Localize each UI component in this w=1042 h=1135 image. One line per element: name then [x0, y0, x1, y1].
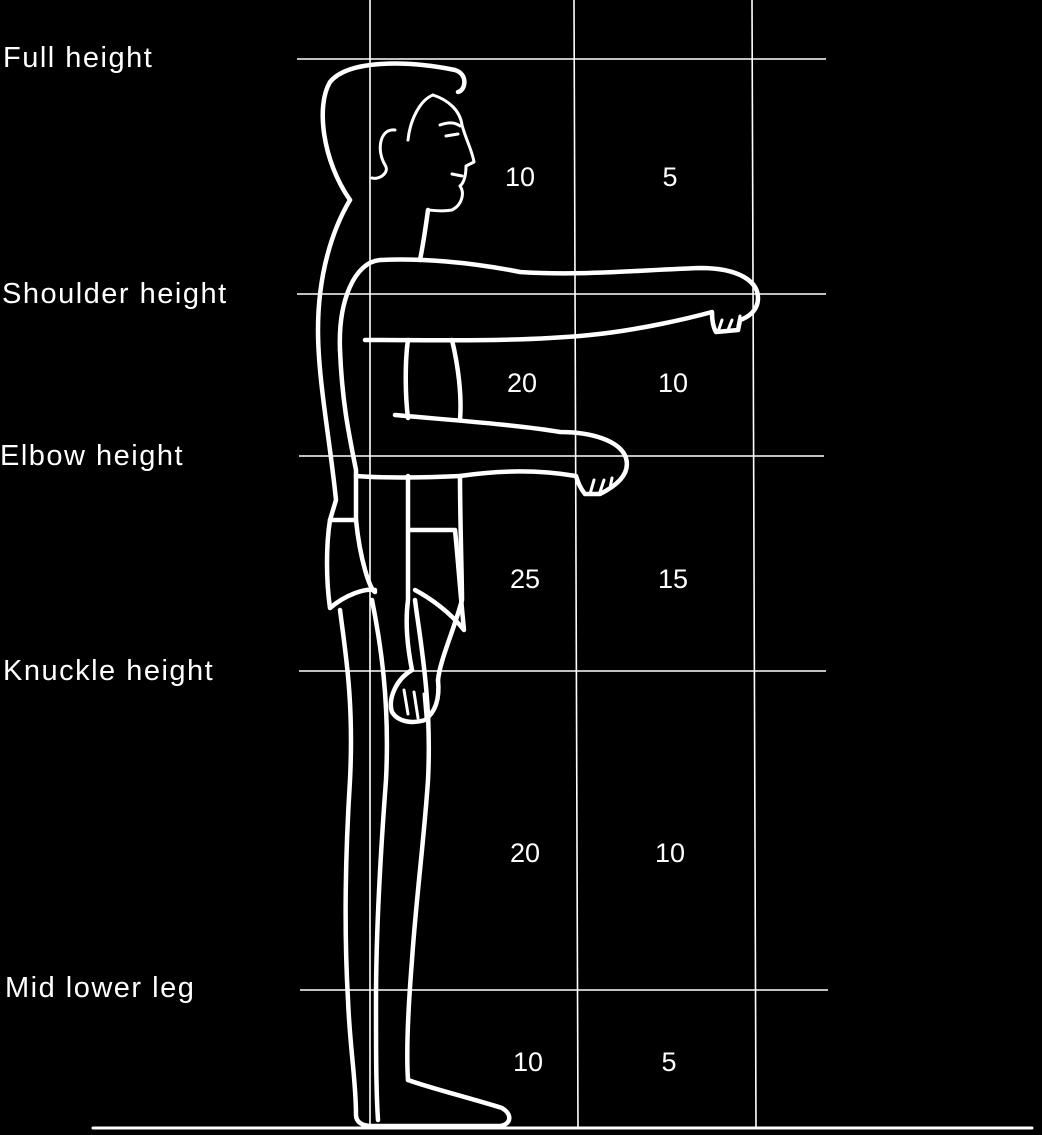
label-full-height: Full height — [3, 42, 153, 74]
label-shoulder-height: Shoulder height — [2, 278, 228, 310]
seg4-col2: 10 — [655, 838, 685, 868]
seg5-col1: 10 — [513, 1047, 543, 1077]
label-elbow-height: Elbow height — [0, 440, 184, 472]
segment-values: 10 5 20 10 25 15 20 10 10 5 — [505, 162, 688, 1077]
label-knuckle-height: Knuckle height — [3, 655, 214, 687]
level-lines — [91, 58, 1034, 1130]
seg1-col1: 10 — [505, 162, 535, 192]
seg3-col2: 15 — [658, 564, 688, 594]
human-figure — [315, 61, 761, 1129]
seg4-col1: 20 — [510, 838, 540, 868]
level-labels: Full height Shoulder height Elbow height… — [0, 42, 228, 1004]
seg3-col1: 25 — [510, 564, 540, 594]
seg1-col2: 5 — [662, 162, 677, 192]
seg5-col2: 5 — [661, 1047, 676, 1077]
label-mid-lower-leg: Mid lower leg — [5, 972, 195, 1004]
vertical-grid-lines — [369, 0, 757, 1129]
seg2-col2: 10 — [658, 368, 688, 398]
seg2-col1: 20 — [507, 368, 537, 398]
